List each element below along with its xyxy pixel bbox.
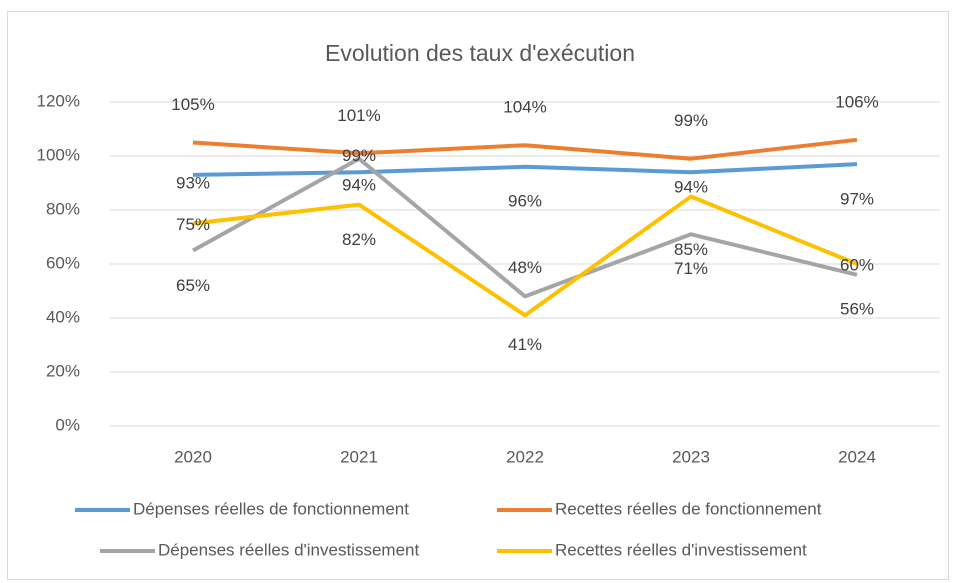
data-label: 93% [176, 173, 210, 192]
data-label: 104% [503, 98, 546, 117]
y-tick-label: 0% [55, 415, 80, 434]
data-line [192, 194, 858, 318]
data-label: 56% [840, 299, 874, 318]
data-label: 97% [840, 190, 874, 209]
data-label: 41% [508, 335, 542, 354]
data-label: 65% [176, 276, 210, 295]
legend-label: Dépenses réelles d'investissement [158, 540, 419, 559]
y-tick-label: 60% [46, 253, 80, 272]
x-tick-label: 2020 [174, 447, 212, 466]
data-label: 60% [840, 255, 874, 274]
x-tick-label: 2021 [340, 447, 378, 466]
y-tick-label: 100% [37, 145, 80, 164]
data-label: 75% [176, 215, 210, 234]
data-line [192, 156, 858, 299]
data-label: 71% [674, 259, 708, 278]
chart-title: Evolution des taux d'exécution [325, 40, 635, 66]
x-tick-label: 2023 [672, 447, 710, 466]
y-tick-label: 40% [46, 307, 80, 326]
data-label: 82% [342, 230, 376, 249]
y-tick-label: 80% [46, 199, 80, 218]
data-label: 101% [337, 106, 380, 125]
y-tick-label: 20% [46, 361, 80, 380]
legend-label: Recettes réelles de fonctionnement [555, 499, 822, 518]
data-label: 105% [171, 95, 214, 114]
data-label: 99% [674, 111, 708, 130]
data-label: 106% [835, 92, 878, 111]
x-tick-label: 2022 [506, 447, 544, 466]
legend-label: Recettes réelles d'investissement [555, 540, 807, 559]
chart-border [7, 11, 949, 580]
data-label: 94% [342, 176, 376, 195]
x-tick-label: 2024 [838, 447, 876, 466]
data-label: 96% [508, 191, 542, 210]
legend-label: Dépenses réelles de fonctionnement [133, 499, 409, 518]
data-line [192, 137, 858, 161]
data-line [192, 162, 858, 177]
data-label: 99% [342, 146, 376, 165]
data-label: 85% [674, 240, 708, 259]
data-label: 94% [674, 178, 708, 197]
data-label: 48% [508, 258, 542, 277]
y-tick-label: 120% [37, 91, 80, 110]
